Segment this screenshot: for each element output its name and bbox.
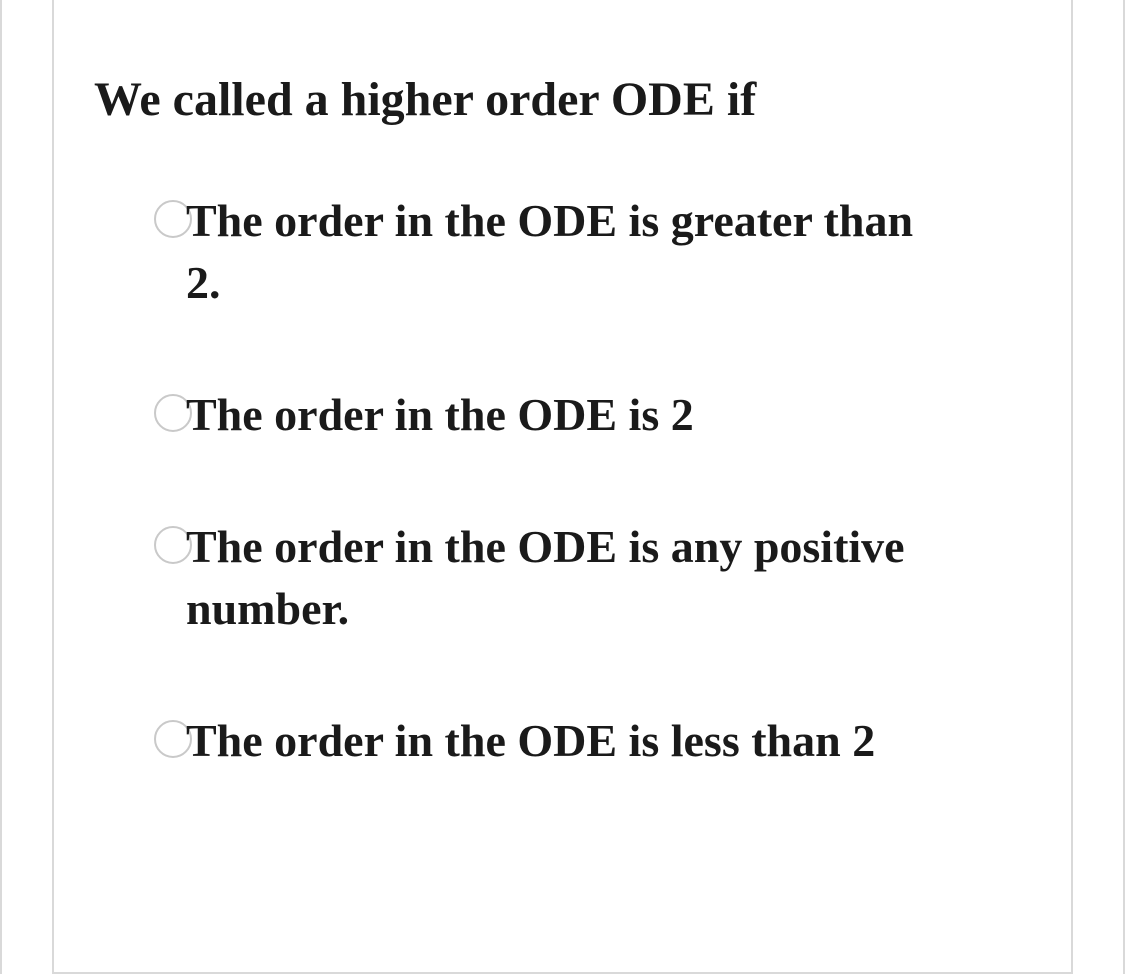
question-card: We called a higher order ODE if The orde…: [52, 0, 1073, 974]
option-row[interactable]: The order in the ODE is 2: [154, 384, 1031, 446]
options-list: The order in the ODE is greater than 2. …: [94, 190, 1031, 773]
option-row[interactable]: The order in the ODE is less than 2: [154, 710, 1031, 772]
option-label: The order in the ODE is less than 2: [186, 710, 875, 772]
option-label: The order in the ODE is any positive num…: [186, 516, 926, 640]
page-frame: We called a higher order ODE if The orde…: [0, 0, 1125, 974]
question-text: We called a higher order ODE if: [94, 70, 1031, 130]
option-row[interactable]: The order in the ODE is any positive num…: [154, 516, 1031, 640]
option-label: The order in the ODE is greater than 2.: [186, 190, 926, 314]
option-label: The order in the ODE is 2: [186, 384, 694, 446]
option-row[interactable]: The order in the ODE is greater than 2.: [154, 190, 1031, 314]
